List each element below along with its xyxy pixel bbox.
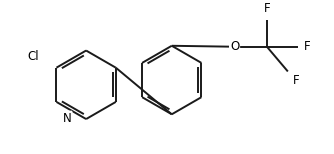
Text: F: F [293, 74, 299, 87]
Text: O: O [230, 40, 239, 53]
Text: F: F [264, 2, 270, 15]
Text: N: N [63, 112, 71, 125]
Text: F: F [304, 40, 311, 53]
Text: Cl: Cl [27, 50, 39, 63]
